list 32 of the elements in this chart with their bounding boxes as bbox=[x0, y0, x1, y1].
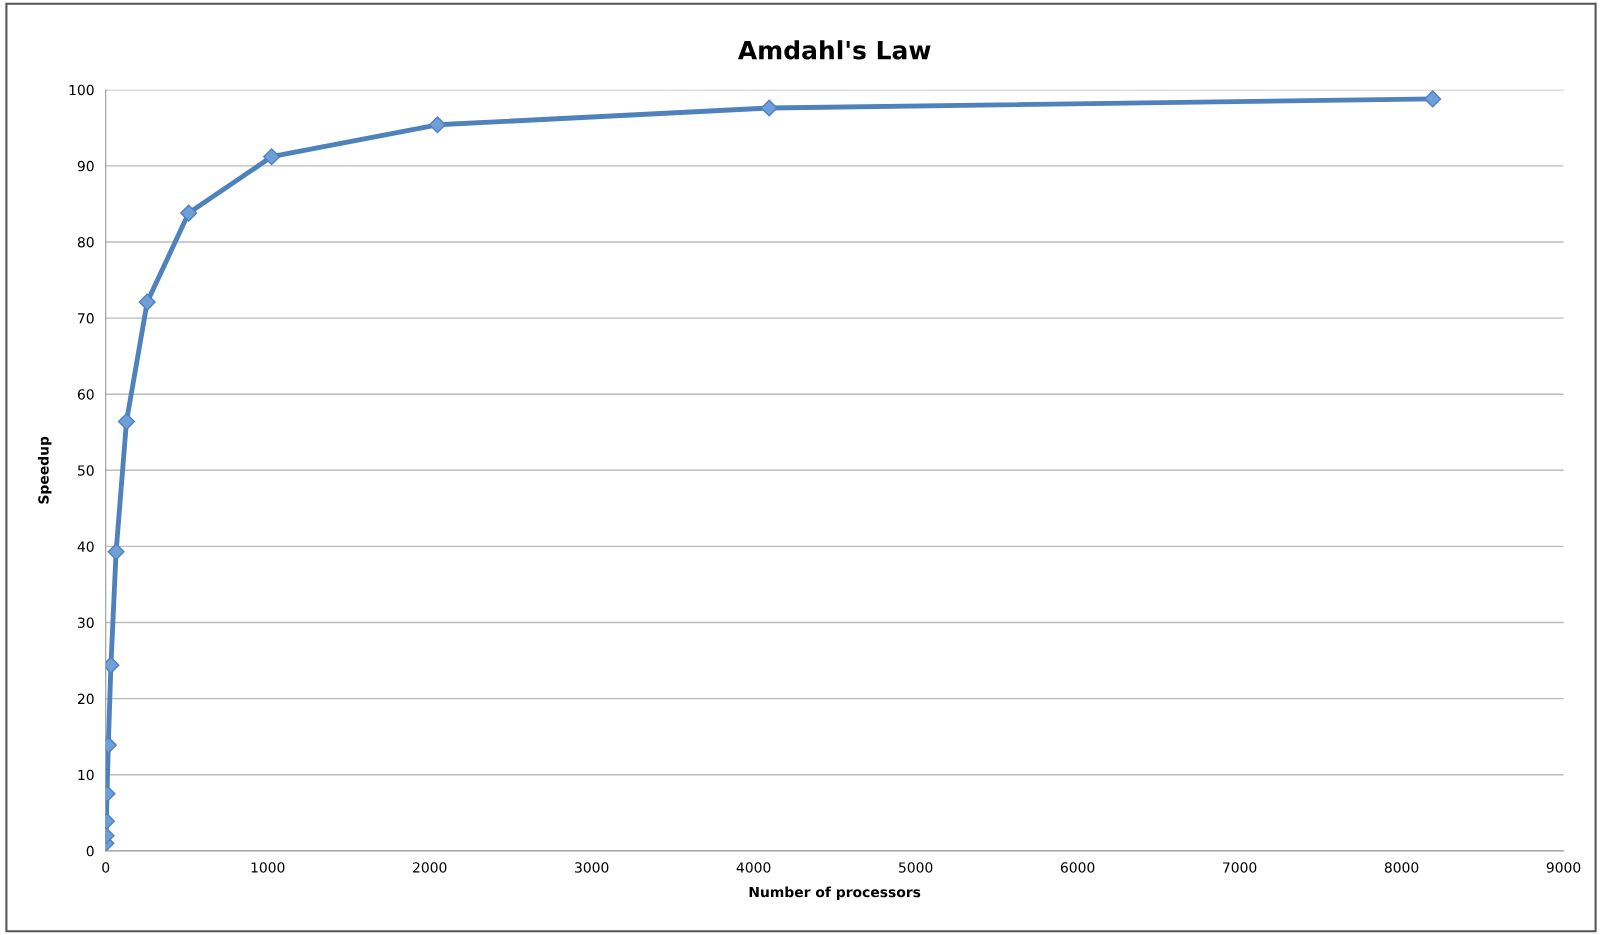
x-tick-label: 1000 bbox=[251, 862, 285, 873]
x-tick-label: 8000 bbox=[1384, 862, 1419, 873]
y-tick-label: 20 bbox=[77, 693, 94, 705]
point bbox=[263, 148, 281, 166]
x-axis-title: Number of processors bbox=[749, 886, 921, 900]
y-tick-label: 70 bbox=[78, 313, 94, 324]
y-tick-label: 80 bbox=[77, 236, 94, 248]
y-tick-label: 50 bbox=[78, 465, 94, 476]
y-axis-title: Speedup bbox=[38, 436, 52, 504]
x-tick-label: 0 bbox=[102, 862, 110, 873]
point bbox=[138, 293, 156, 311]
x-tick-label: 4000 bbox=[736, 862, 771, 873]
point bbox=[1424, 90, 1442, 108]
x-tick-label: 6000 bbox=[1060, 862, 1095, 873]
point bbox=[428, 116, 447, 134]
y-tick-label: 30 bbox=[78, 617, 94, 628]
chart-title: Amdahl's Law bbox=[737, 40, 931, 60]
x-tick-label: 7000 bbox=[1223, 862, 1257, 873]
y-tick-label: 90 bbox=[77, 160, 94, 172]
x-tick-label: 5000 bbox=[899, 862, 933, 873]
y-tick-label: 40 bbox=[77, 541, 94, 552]
point bbox=[760, 99, 778, 117]
point bbox=[107, 543, 125, 561]
y-tick-label: 0 bbox=[86, 845, 94, 857]
x-tick-label: 2000 bbox=[413, 862, 447, 873]
x-tick-label: 9000 bbox=[1546, 862, 1581, 873]
y-tick-label: 10 bbox=[78, 769, 94, 781]
y-tick-label: 100 bbox=[69, 84, 94, 96]
x-tick-label: 3000 bbox=[575, 862, 609, 873]
point bbox=[117, 413, 136, 431]
point bbox=[180, 204, 198, 222]
y-tick-label: 60 bbox=[77, 389, 94, 400]
